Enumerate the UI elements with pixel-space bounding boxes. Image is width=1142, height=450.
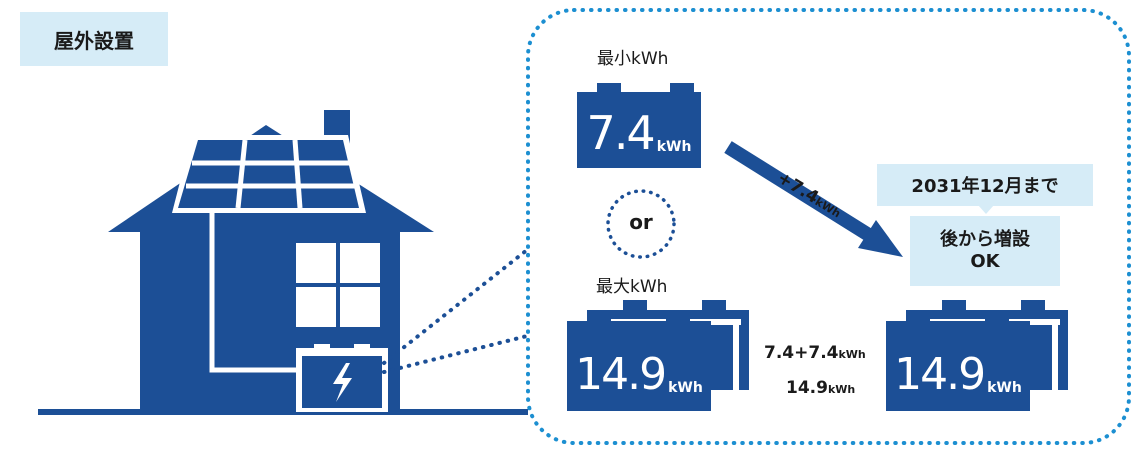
solar-panel-icon — [172, 135, 366, 213]
ground-line — [38, 409, 528, 415]
min-battery-value: 7.4 — [586, 106, 656, 160]
result-battery-value: 14.9 — [894, 349, 986, 400]
sum-line-2: 14.9kWh — [786, 378, 876, 398]
detail-frame — [526, 8, 1131, 445]
max-battery-value: 14.9 — [575, 349, 667, 400]
add-arrow-head — [858, 220, 903, 257]
house-battery-icon — [296, 344, 388, 412]
sum-line-2-unit: kWh — [827, 383, 856, 396]
result-battery-terminal-right — [985, 310, 1009, 321]
zoom-line-bottom — [382, 334, 529, 374]
min-battery-terminal-right — [670, 83, 694, 92]
min-battery: 7.4 kWh — [577, 92, 701, 168]
max-label: 最大kWh — [596, 277, 668, 297]
result-battery-unit: kWh — [987, 380, 1022, 396]
sum-line-1: 7.4+7.4kWh — [764, 343, 882, 363]
max-battery-terminal-right — [666, 310, 690, 321]
sum-line-2-value: 14.9 — [786, 378, 828, 398]
min-label: 最小kWh — [597, 49, 669, 69]
callout-line-2: OK — [970, 251, 1000, 272]
result-battery: 14.9 kWh — [886, 321, 1030, 411]
location-tag: 屋外設置 — [20, 12, 168, 66]
min-battery-terminal-left — [597, 83, 621, 92]
result-battery-terminal-left — [906, 310, 930, 321]
location-tag-label: 屋外設置 — [54, 28, 134, 53]
or-circle — [606, 189, 676, 259]
max-battery-unit: kWh — [668, 380, 703, 396]
sum-line-1-unit: kWh — [838, 348, 866, 361]
add-arrow-shaft — [724, 141, 884, 248]
power-cable — [209, 213, 304, 373]
window-icon — [296, 243, 380, 327]
callout-date: 2031年12月まで — [877, 164, 1093, 206]
callout-line-1: 後から増設 — [940, 229, 1030, 251]
max-battery: 14.9 kWh — [567, 321, 711, 411]
max-battery-terminal-left — [587, 310, 611, 321]
lightning-bolt-icon — [333, 363, 352, 402]
zoom-line-top — [382, 248, 529, 365]
or-label: or — [629, 210, 653, 234]
sum-line-1-value: 7.4+7.4 — [764, 343, 839, 363]
callout-main: 後から増設 OK — [910, 216, 1060, 286]
callout-pointer — [978, 205, 994, 214]
min-battery-unit: kWh — [656, 139, 692, 155]
